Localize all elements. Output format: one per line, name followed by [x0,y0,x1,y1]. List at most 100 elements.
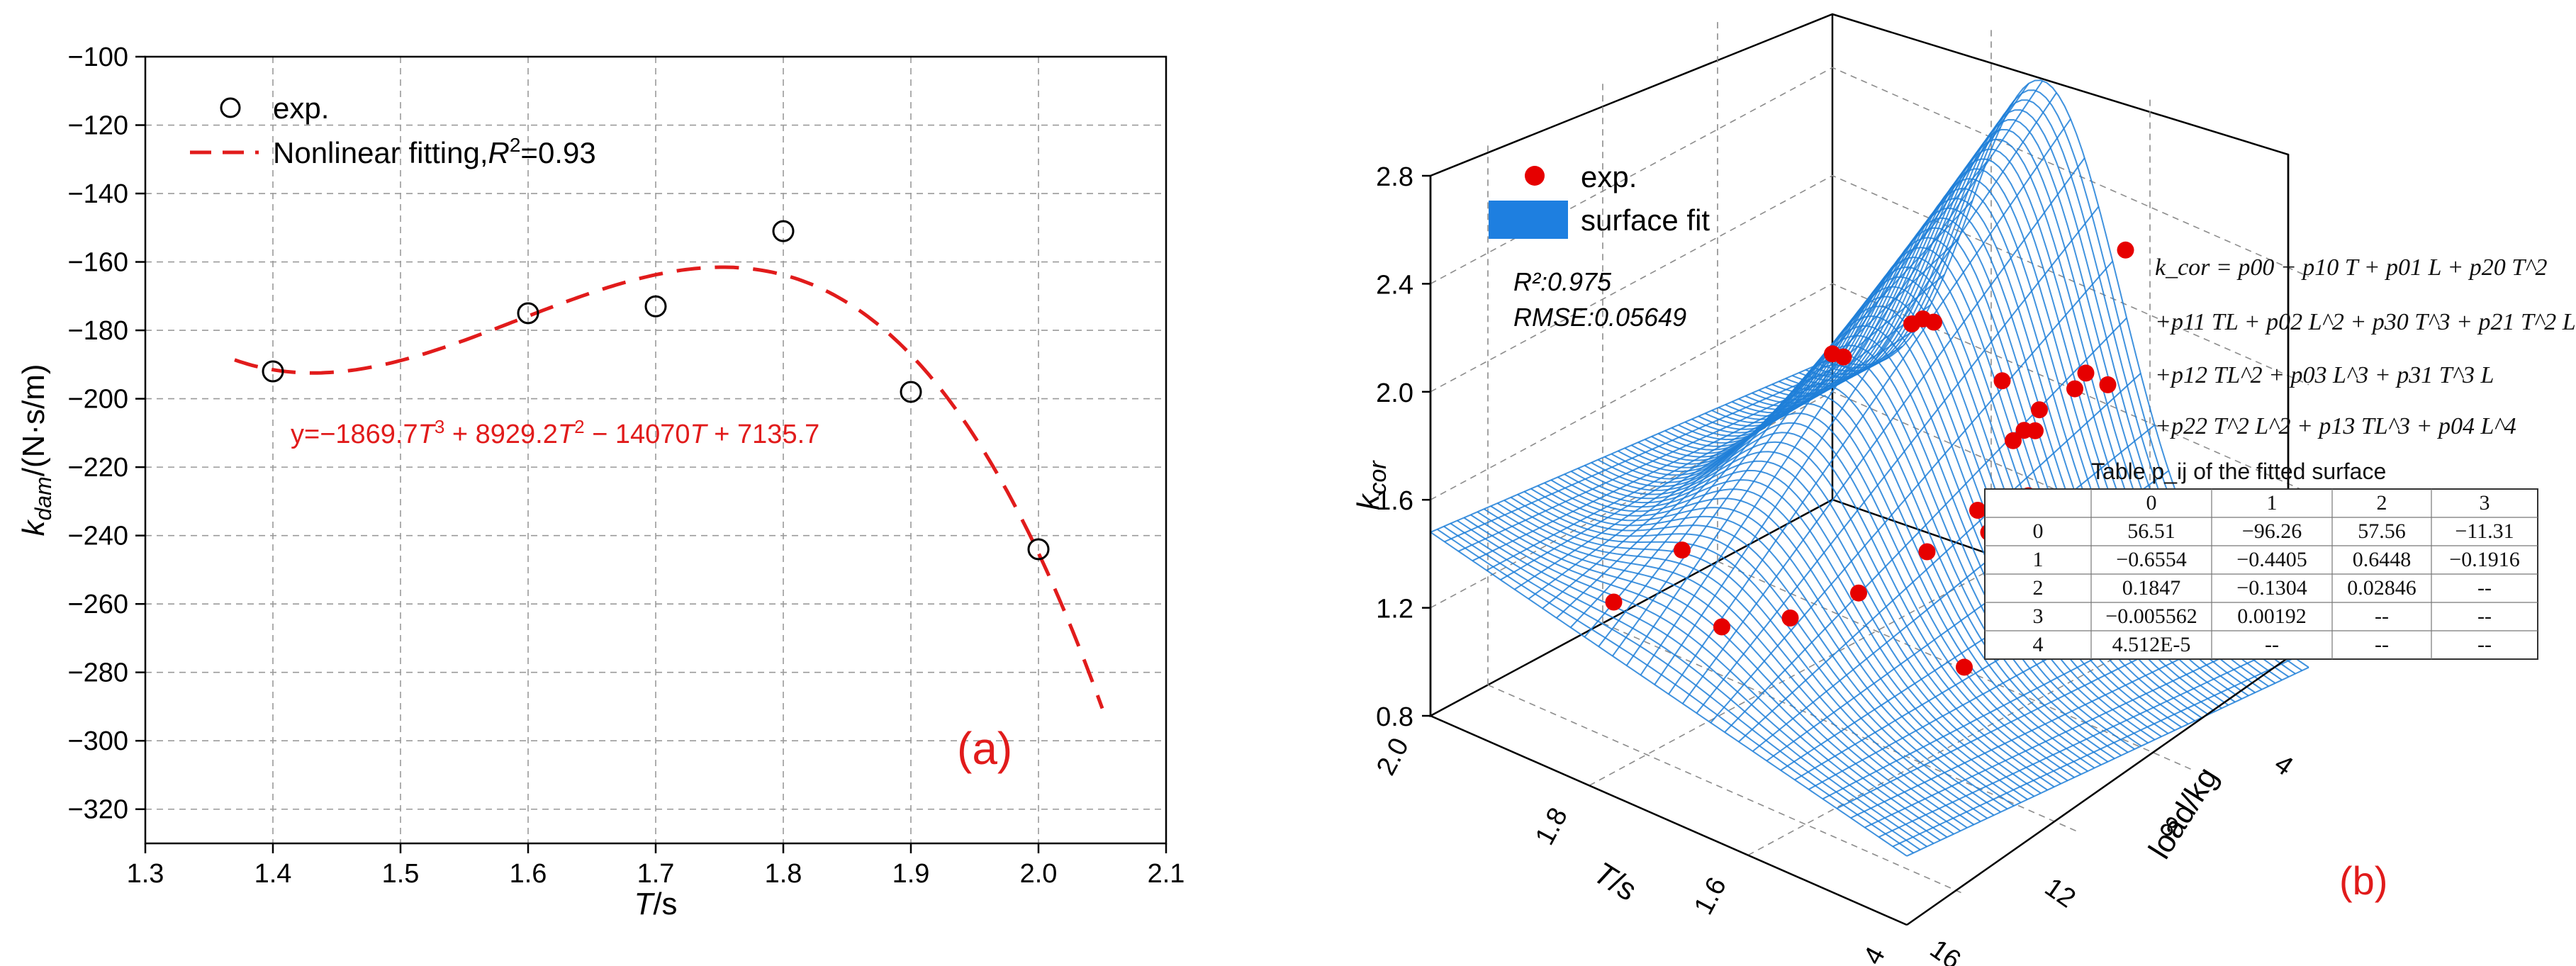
eq-t-2: T [558,420,576,449]
exp-data-point-3d [2027,422,2044,439]
legend-b-exp-label: exp. [1581,160,1637,193]
panel-b-z-sub: cor [1365,460,1391,495]
panel-b-box-grid [1430,21,2309,895]
legend-b-exp-marker [1525,166,1545,186]
legend-b-surface-swatch [1489,201,1568,239]
table-cell: -- [2375,605,2389,628]
panel-a-y-tick-label: −180 [67,316,128,346]
eq-t-1: T [418,420,437,449]
surface-equation-line: k_cor = p00 + p10 T + p01 L + p20 T^2 [2155,254,2548,281]
table-header-cell: 2 [2377,491,2387,515]
surface-mesh-line [1612,99,2015,657]
legend-fit-suffix: =0.93 [520,136,595,169]
table-cell: 4.512E-5 [2112,633,2191,656]
table-cell: 0.1847 [2122,576,2181,600]
exp-data-point-3d [2031,401,2048,419]
table-header-cell: 1 [2267,491,2278,515]
panel-b-z-axis-title: kcor [1351,460,1391,510]
panel-b-T-tick-label: 1.6 [1689,872,1732,919]
table-cell: −0.1916 [2449,548,2519,571]
exp-data-point-3d [2005,432,2022,449]
surface-mesh-line [1625,83,2029,666]
fit-curve [234,265,1104,709]
surface-mesh-line [1598,126,2001,647]
panel-a-x-var: T [634,887,655,921]
coefficient-table: 0 1 2 3 0 56.51 −96.26 57.56 −11.31 1 −0.6554 −0.44… [1984,488,2538,660]
panel-b-z-tick-label: 1.6 [1376,486,1413,516]
panel-b-T-tick-label: 1.4 [1847,943,1891,966]
surface-mesh-line [1550,479,2028,800]
surface-mesh-line [1517,493,1995,816]
panel-a-x-unit: /s [653,887,677,921]
panel-a-y-tick-label: −160 [67,248,128,278]
table-cell: 0.6448 [2353,548,2412,571]
table-cell: -- [2265,633,2279,656]
panel-a-chart: 1.3 1.4 1.5 1.6 1.7 1.8 1.9 2.0 2.1 −100 −120 −140… [16,43,1185,921]
surface-mesh-line [1523,490,2001,813]
exp-data-point-3d [1850,584,1867,602]
table-cell: −0.1304 [2236,576,2307,600]
table-cell: -- [2477,605,2492,628]
panel-b-z-gridline [1430,283,2309,500]
panel-a-x-tick-label: 1.6 [510,859,547,889]
surface-mesh-line [1640,80,2044,676]
legend-fit-label: Nonlinear fitting,R2=0.93 [273,134,596,169]
table-cell: 2 [2033,576,2044,600]
table-title: Table p_ij of the fitted surface [2091,459,2386,484]
surface-mesh-line [1472,362,1875,562]
panel-b-z-gridline [1430,67,2309,285]
surface-mesh-line [1892,657,2295,848]
panel-a-y-tick-label: −120 [67,111,128,141]
eq-part-3: − 14070 [585,420,690,449]
exp-data-point [262,360,284,383]
panel-a-y-tick-label: −280 [67,658,128,688]
panel-a-x-tick-label: 2.1 [1148,859,1185,889]
table-cell: −96.26 [2242,519,2302,543]
table-cell: 0.00192 [2237,605,2307,628]
eq-sup-2: 2 [574,416,584,437]
surface-equation-line: +p22 T^2 L^2 + p13 TL^3 + p04 L^4 [2155,413,2516,439]
exp-data-point [772,220,795,242]
panel-a-y-tick-label: −200 [67,385,128,415]
panel-b-legend: exp. surface fit [1489,160,1710,239]
exp-data-point-3d [1674,541,1691,559]
panel-a-y-tick-label: −320 [67,795,128,825]
surface-mesh-line [1430,357,1833,533]
panel-a-y-tick-label: −240 [67,522,128,551]
panel-a-x-tick-label: 1.8 [765,859,802,889]
exp-data-point-3d [1781,610,1799,627]
panel-b-T-tick-labels: 2.0 1.8 1.6 1.4 [1371,734,1891,966]
table-cell: 57.56 [2358,519,2406,543]
exp-data-point-3d [1835,348,1852,366]
panel-a-legend: exp. Nonlinear fitting,R2=0.93 [190,91,596,169]
panel-b-z-gridline [1430,174,2309,393]
panel-b-rmse: RMSE:0.05649 [1513,303,1686,332]
panel-a-grid [145,56,1166,843]
surface-mesh-line [1668,118,2071,695]
panel-b-z-tick-label: 0.8 [1376,702,1413,732]
panel-a-x-tick-label: 1.4 [254,859,292,889]
table-cell: 4 [2033,633,2044,656]
surface-mesh-line [1752,424,2156,752]
box-right-bottom-edge [1906,656,2289,926]
legend-b-surface-label: surface fit [1581,203,1710,237]
surface-mesh-line [1864,635,2268,829]
surface-equation: k_cor = p00 + p10 T + p01 L + p20 T^2 +p1… [2155,254,2576,439]
panel-b-floor-gridline [1487,684,1965,895]
surface-mesh-line [1500,345,1903,580]
panel-b-z-var: k [1351,493,1386,510]
panel-a-markers [262,220,1050,561]
surface-mesh-line [1436,528,1914,854]
table-cell: 56.51 [2127,519,2175,543]
fit-equation: y=−1869.7T3 + 8929.2T2 − 14070T + 7135.7 [291,416,819,449]
panel-a-y-tick-label: −220 [67,453,128,483]
surface-mesh-line [1738,373,2141,743]
exp-data-point [1027,538,1050,561]
panel-b-z-tick-label: 2.4 [1376,270,1413,300]
table-cell: −0.005562 [2105,605,2197,628]
panel-b-load-axis-title: load/kg [2142,761,2225,865]
surface-mesh-line [1710,260,2114,724]
surface-mesh-line [1528,304,1931,600]
table-cell: -- [2477,633,2492,656]
